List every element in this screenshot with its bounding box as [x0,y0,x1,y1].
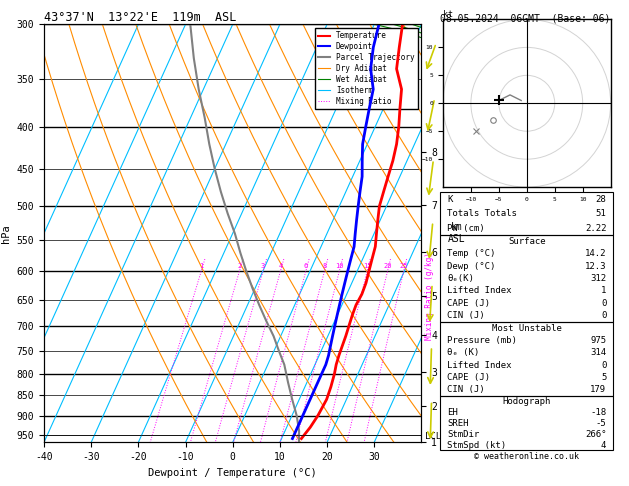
Text: 10: 10 [335,263,343,269]
Text: 1: 1 [601,286,606,295]
Text: Most Unstable: Most Unstable [492,324,562,332]
Y-axis label: km
ASL: km ASL [448,223,465,244]
Text: 975: 975 [590,336,606,345]
Text: 12.3: 12.3 [585,262,606,271]
Legend: Temperature, Dewpoint, Parcel Trajectory, Dry Adiabat, Wet Adiabat, Isotherm, Mi: Temperature, Dewpoint, Parcel Trajectory… [315,28,418,109]
Text: 08.05.2024  06GMT  (Base: 06): 08.05.2024 06GMT (Base: 06) [440,14,610,24]
Text: K: K [447,195,453,204]
Text: kt: kt [443,10,453,19]
Text: CAPE (J): CAPE (J) [447,373,490,382]
Text: 28: 28 [596,195,606,204]
Text: Dewp (°C): Dewp (°C) [447,262,496,271]
Text: 51: 51 [596,209,606,218]
Text: θₑ (K): θₑ (K) [447,348,479,357]
Text: Surface: Surface [508,237,545,246]
Text: 8: 8 [322,263,326,269]
Text: 0: 0 [601,311,606,320]
Text: LCL: LCL [425,432,442,441]
Text: 20: 20 [383,263,392,269]
Text: 14.2: 14.2 [585,249,606,259]
Text: 2.22: 2.22 [585,224,606,233]
Text: 0: 0 [601,299,606,308]
Text: 1: 1 [199,263,203,269]
Text: SREH: SREH [447,419,469,428]
Bar [440,192,613,235]
Text: 3: 3 [261,263,265,269]
Text: θₑ(K): θₑ(K) [447,274,474,283]
Bar [440,322,613,396]
Text: 6: 6 [304,263,308,269]
Text: 25: 25 [399,263,408,269]
Text: PW (cm): PW (cm) [447,224,485,233]
Text: 314: 314 [590,348,606,357]
Text: Lifted Index: Lifted Index [447,286,512,295]
Text: 15: 15 [363,263,371,269]
Text: -5: -5 [596,419,606,428]
Text: 4: 4 [278,263,282,269]
Text: 312: 312 [590,274,606,283]
Text: 2: 2 [237,263,242,269]
Text: Hodograph: Hodograph [503,397,551,406]
Text: CIN (J): CIN (J) [447,385,485,394]
Text: © weatheronline.co.uk: © weatheronline.co.uk [474,451,579,461]
Text: Pressure (mb): Pressure (mb) [447,336,517,345]
Y-axis label: hPa: hPa [1,224,11,243]
Text: 266°: 266° [585,430,606,438]
Text: Lifted Index: Lifted Index [447,361,512,370]
Text: StmDir: StmDir [447,430,479,438]
Text: StmSpd (kt): StmSpd (kt) [447,440,506,450]
Text: -18: -18 [590,408,606,417]
Text: CAPE (J): CAPE (J) [447,299,490,308]
Bar [440,235,613,322]
Text: 4: 4 [601,440,606,450]
Text: 5: 5 [601,373,606,382]
Text: Temp (°C): Temp (°C) [447,249,496,259]
Text: 0: 0 [601,361,606,370]
Bar [440,396,613,451]
X-axis label: Dewpoint / Temperature (°C): Dewpoint / Temperature (°C) [148,468,317,478]
Text: Totals Totals: Totals Totals [447,209,517,218]
Text: 179: 179 [590,385,606,394]
Text: CIN (J): CIN (J) [447,311,485,320]
Text: Mixing Ratio (g/kg): Mixing Ratio (g/kg) [425,252,434,340]
Text: EH: EH [447,408,458,417]
Text: 43°37'N  13°22'E  119m  ASL: 43°37'N 13°22'E 119m ASL [44,11,237,24]
